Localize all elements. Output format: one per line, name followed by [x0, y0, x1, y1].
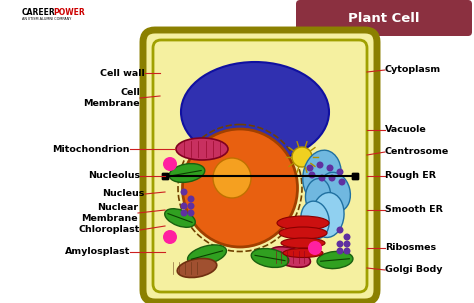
Circle shape	[307, 165, 313, 171]
Circle shape	[328, 175, 336, 181]
Ellipse shape	[281, 238, 325, 248]
Ellipse shape	[182, 129, 298, 247]
Text: Nucleolus: Nucleolus	[88, 171, 140, 181]
Circle shape	[188, 195, 194, 202]
Circle shape	[163, 157, 177, 171]
Circle shape	[188, 209, 194, 217]
Circle shape	[181, 188, 188, 195]
Ellipse shape	[177, 258, 217, 278]
Circle shape	[337, 168, 344, 175]
Ellipse shape	[270, 247, 310, 267]
Text: Smooth ER: Smooth ER	[385, 205, 443, 215]
Circle shape	[337, 227, 344, 234]
Circle shape	[338, 178, 346, 185]
Text: Chloroplast: Chloroplast	[79, 225, 140, 235]
Text: Centrosome: Centrosome	[385, 148, 449, 157]
Circle shape	[344, 234, 350, 241]
Text: Vacuole: Vacuole	[385, 125, 427, 135]
Text: Plant Cell: Plant Cell	[348, 12, 420, 25]
Circle shape	[309, 171, 316, 178]
Text: Amylosplast: Amylosplast	[64, 248, 130, 257]
Ellipse shape	[303, 150, 341, 202]
Ellipse shape	[188, 245, 227, 265]
Ellipse shape	[283, 248, 323, 258]
Text: Cytoplasm: Cytoplasm	[385, 65, 441, 75]
Circle shape	[163, 230, 177, 244]
Text: Golgi Body: Golgi Body	[385, 265, 443, 275]
Ellipse shape	[279, 227, 327, 239]
Text: Ribosmes: Ribosmes	[385, 244, 436, 252]
Circle shape	[337, 248, 344, 255]
Circle shape	[344, 248, 350, 255]
Circle shape	[292, 147, 312, 167]
Text: CAREER: CAREER	[22, 8, 56, 17]
Ellipse shape	[176, 138, 228, 160]
Ellipse shape	[319, 172, 350, 212]
Circle shape	[319, 175, 326, 181]
Ellipse shape	[317, 251, 353, 269]
Text: Mitochondrion: Mitochondrion	[53, 145, 130, 154]
Circle shape	[317, 161, 323, 168]
Text: Nucleus: Nucleus	[103, 189, 145, 198]
FancyBboxPatch shape	[143, 30, 377, 302]
Ellipse shape	[277, 216, 329, 230]
Text: Rough ER: Rough ER	[385, 171, 436, 181]
Text: POWER: POWER	[53, 8, 85, 17]
Ellipse shape	[169, 164, 205, 182]
FancyBboxPatch shape	[296, 0, 472, 36]
Circle shape	[181, 202, 188, 209]
Ellipse shape	[301, 201, 329, 239]
Ellipse shape	[251, 248, 289, 268]
Circle shape	[188, 202, 194, 209]
Ellipse shape	[181, 62, 329, 162]
Circle shape	[344, 241, 350, 248]
Ellipse shape	[213, 158, 251, 198]
Circle shape	[337, 241, 344, 248]
Ellipse shape	[312, 192, 344, 238]
Text: Cell
Membrane: Cell Membrane	[83, 88, 140, 108]
Ellipse shape	[305, 178, 330, 214]
Circle shape	[181, 209, 188, 217]
Circle shape	[327, 165, 334, 171]
Ellipse shape	[165, 209, 195, 227]
Text: Cell wall: Cell wall	[100, 68, 145, 78]
Text: AN IITISM ALUMNI COMPANY: AN IITISM ALUMNI COMPANY	[22, 17, 72, 21]
Text: Nuclear
Membrane: Nuclear Membrane	[82, 203, 138, 223]
Circle shape	[308, 241, 322, 255]
